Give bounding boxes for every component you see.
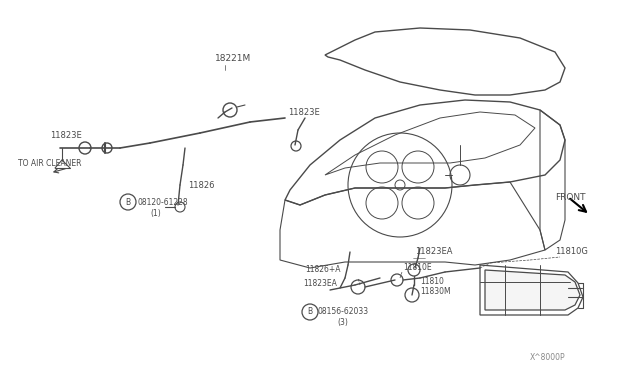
Text: 08120-61228: 08120-61228 <box>138 198 189 206</box>
Text: (3): (3) <box>337 317 348 327</box>
Text: 11810G: 11810G <box>555 247 588 257</box>
Text: 11826+A: 11826+A <box>305 266 340 275</box>
Text: (1): (1) <box>150 208 161 218</box>
Text: 18221M: 18221M <box>215 54 252 62</box>
Text: X^8000P: X^8000P <box>530 353 566 362</box>
Text: B: B <box>307 308 312 317</box>
Text: 11823E: 11823E <box>288 108 320 116</box>
Text: FRONT: FRONT <box>555 192 586 202</box>
Text: 11810: 11810 <box>420 278 444 286</box>
Text: 11810E: 11810E <box>403 263 431 273</box>
Polygon shape <box>485 270 580 310</box>
Text: 08156-62033: 08156-62033 <box>318 308 369 317</box>
Text: 11823E: 11823E <box>50 131 82 140</box>
Text: 11826: 11826 <box>188 180 214 189</box>
Text: 11823EA: 11823EA <box>303 279 337 288</box>
Text: 11830M: 11830M <box>420 288 451 296</box>
Text: TO AIR CLEANER: TO AIR CLEANER <box>18 158 81 167</box>
Text: B: B <box>125 198 131 206</box>
Text: 11823EA: 11823EA <box>415 247 452 257</box>
